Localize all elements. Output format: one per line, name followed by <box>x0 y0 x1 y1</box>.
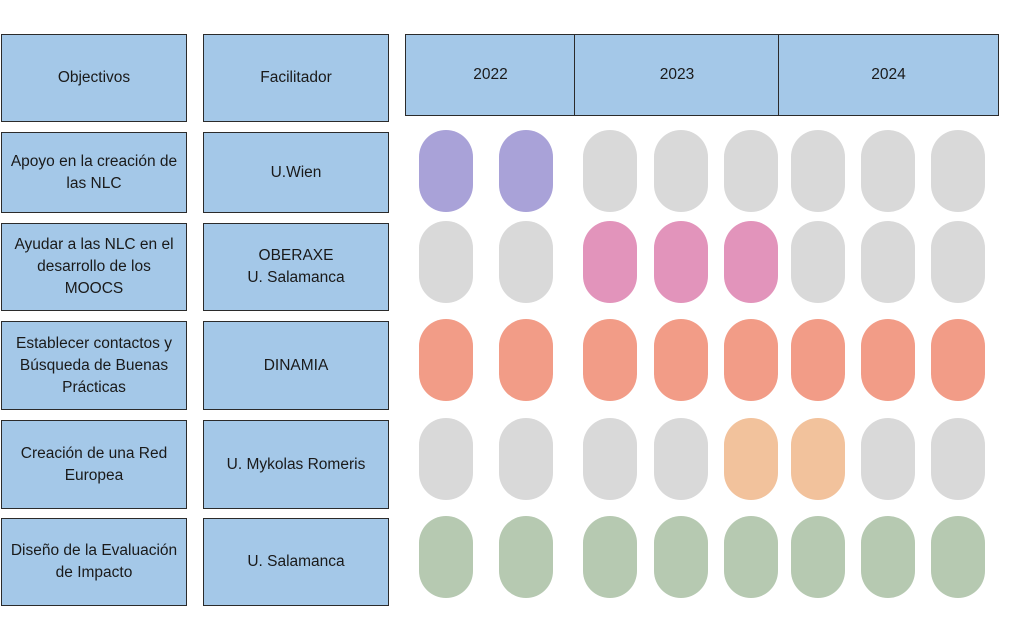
period-pill-inactive <box>654 418 708 500</box>
facilitator-cell: OBERAXE U. Salamanca <box>203 223 389 311</box>
period-pill-inactive <box>583 130 637 212</box>
objective-text: Apoyo en la creación de las NLC <box>10 152 178 192</box>
period-pill-active <box>654 319 708 401</box>
facilitator-cell: U. Mykolas Romeris <box>203 420 389 509</box>
period-pill-inactive <box>791 130 845 212</box>
period-pill-active <box>583 221 637 303</box>
period-pill-inactive <box>419 418 473 500</box>
objective-cell: Apoyo en la creación de las NLC <box>1 132 187 213</box>
facilitator-text: U. Mykolas Romeris <box>226 455 366 473</box>
year-2024: 2024 <box>778 35 998 115</box>
period-pill-active <box>931 319 985 401</box>
objectives-header-label: Objectivos <box>57 69 131 86</box>
facilitator-text: U.Wien <box>270 163 322 181</box>
period-pill-inactive <box>583 418 637 500</box>
period-pill-active <box>499 516 553 598</box>
year-label: 2022 <box>473 66 508 83</box>
period-pill-inactive <box>931 130 985 212</box>
period-pill-active <box>654 221 708 303</box>
objective-text: Diseño de la Evaluación de Impacto <box>10 542 178 581</box>
facilitator-cell: U. Salamanca <box>203 518 389 606</box>
period-pill-active <box>654 516 708 598</box>
objective-text: Ayudar a las NLC en el desarrollo de los… <box>14 236 174 297</box>
period-pill-inactive <box>724 130 778 212</box>
period-pill-active <box>419 130 473 212</box>
period-pill-active <box>861 516 915 598</box>
facilitator-cell: DINAMIA <box>203 321 389 410</box>
objective-cell: Creación de una Red Europea <box>1 420 187 509</box>
period-pill-active <box>499 319 553 401</box>
period-pill-inactive <box>499 418 553 500</box>
period-pill-active <box>419 319 473 401</box>
period-pill-active <box>791 418 845 500</box>
objectives-header: Objectivos <box>1 34 187 122</box>
period-pill-active <box>724 319 778 401</box>
period-pill-active <box>724 221 778 303</box>
objective-cell: Ayudar a las NLC en el desarrollo de los… <box>1 223 187 311</box>
year-label: 2023 <box>659 66 695 83</box>
period-pill-inactive <box>861 130 915 212</box>
period-pill-active <box>724 418 778 500</box>
year-2023: 2023 <box>574 35 779 115</box>
period-pill-active <box>419 516 473 598</box>
period-pill-active <box>861 319 915 401</box>
period-pill-active <box>583 516 637 598</box>
period-pill-active <box>791 516 845 598</box>
period-pill-inactive <box>931 418 985 500</box>
facilitator-header-label: Facilitador <box>260 69 332 86</box>
objective-cell: Establecer contactos y Búsqueda de Buena… <box>1 321 187 410</box>
period-pill-active <box>791 319 845 401</box>
objective-text: Establecer contactos y Búsqueda de Buena… <box>16 334 172 396</box>
period-pill-active <box>931 516 985 598</box>
period-pill-active <box>724 516 778 598</box>
period-pill-active <box>583 319 637 401</box>
objective-text: Creación de una Red Europea <box>20 444 168 484</box>
facilitator-text: OBERAXE U. Salamanca <box>247 247 345 286</box>
period-pill-inactive <box>931 221 985 303</box>
year-label: 2024 <box>871 66 906 83</box>
period-pill-inactive <box>499 221 553 303</box>
objective-cell: Diseño de la Evaluación de Impacto <box>1 518 187 606</box>
facilitator-text: U. Salamanca <box>247 553 345 570</box>
period-pill-inactive <box>654 130 708 212</box>
facilitator-text: DINAMIA <box>263 356 329 374</box>
year-2022: 2022 <box>406 35 575 115</box>
period-pill-inactive <box>419 221 473 303</box>
year-header-bar: 2022 2023 2024 <box>405 34 999 116</box>
period-pill-inactive <box>861 221 915 303</box>
period-pill-active <box>499 130 553 212</box>
facilitator-header: Facilitador <box>203 34 389 122</box>
facilitator-cell: U.Wien <box>203 132 389 213</box>
period-pill-inactive <box>791 221 845 303</box>
period-pill-inactive <box>861 418 915 500</box>
